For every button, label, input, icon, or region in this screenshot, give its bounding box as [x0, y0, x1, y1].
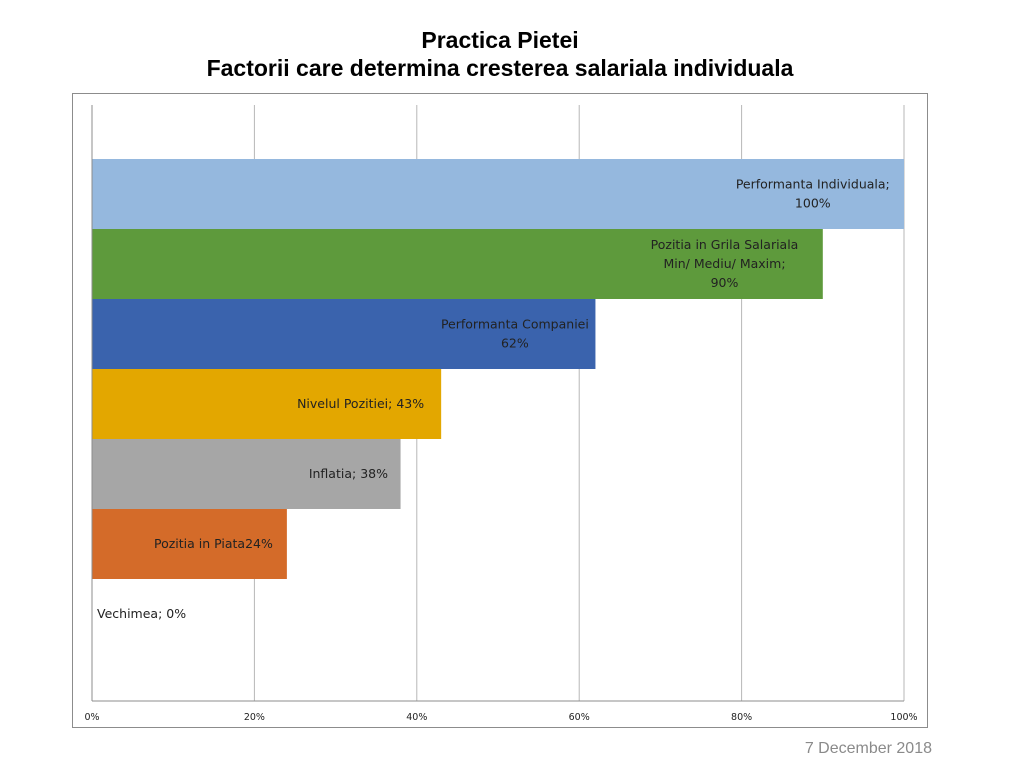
data-label: Pozitia in Piata24%	[154, 536, 273, 551]
data-label: 100%	[795, 196, 831, 211]
data-label: Nivelul Pozitiei; 43%	[297, 396, 424, 411]
footer-date: 7 December 2018	[804, 740, 932, 757]
x-tick-label: 60%	[569, 712, 590, 723]
bar	[92, 509, 287, 579]
chart-title-line-2: Factorii care determina cresterea salari…	[206, 55, 794, 81]
data-label: 90%	[711, 275, 739, 290]
data-label: Performanta Companiei	[441, 317, 589, 332]
x-tick-label: 100%	[890, 712, 917, 723]
chart-title: Practica Pietei Factorii care determina …	[0, 26, 1000, 82]
data-label: Inflatia; 38%	[309, 466, 388, 481]
x-tick-label: 80%	[731, 712, 752, 723]
bar	[92, 369, 442, 439]
data-label: 62%	[501, 336, 529, 351]
bar	[92, 229, 823, 299]
bar	[92, 299, 596, 369]
data-label: Pozitia in Grila Salariala	[651, 237, 799, 252]
data-label: Vechimea; 0%	[97, 606, 186, 621]
data-label: Min/ Mediu/ Maxim;	[663, 256, 785, 271]
chart-frame: 0% 20% 40% 60% 80% 100% Performanta Individual…	[72, 93, 928, 728]
bar-chart: 0% 20% 40% 60% 80% 100% Performanta Individual…	[84, 105, 918, 723]
bar	[92, 159, 904, 229]
x-tick-label: 40%	[406, 712, 427, 723]
chart-title-line-1: Practica Pietei	[421, 27, 579, 53]
data-label: Performanta Individuala;	[736, 177, 890, 192]
bar	[92, 439, 401, 509]
x-tick-label: 20%	[244, 712, 265, 723]
x-tick-label: 0%	[84, 712, 99, 723]
